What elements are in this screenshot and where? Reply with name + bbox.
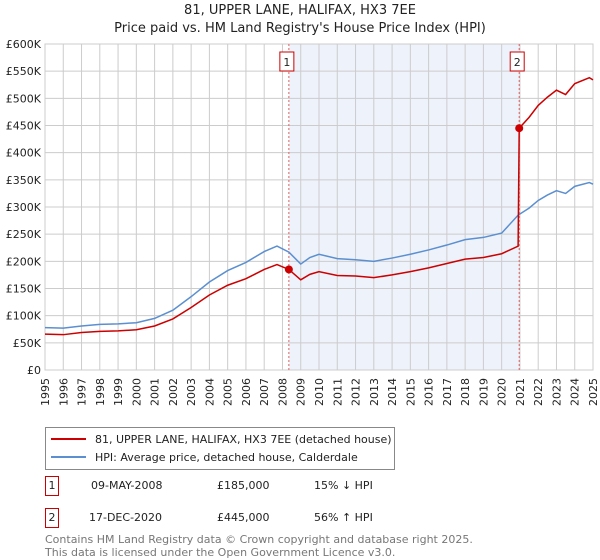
x-tick-label: 1997 xyxy=(76,378,89,406)
x-tick-label: 2020 xyxy=(496,378,509,406)
x-tick-label: 2024 xyxy=(569,378,582,406)
x-tick-label: 2006 xyxy=(240,378,253,406)
x-tick-label: 2017 xyxy=(441,378,454,406)
x-tick-label: 2000 xyxy=(130,378,143,406)
sale-price: £445,000 xyxy=(217,511,270,524)
x-tick-label: 1999 xyxy=(112,378,125,406)
sale-row-1: 1 09-MAY-2008 £185,000 15% ↓ HPI xyxy=(45,476,445,496)
plot-border xyxy=(44,43,594,371)
plot-area: 1995 1996 1997 1998 1999 2000 2001 2002 2003 2004… xyxy=(6,38,600,406)
y-tick-label: £300K xyxy=(6,201,42,214)
sale-date: 17-DEC-2020 xyxy=(89,511,163,524)
series-line-property xyxy=(44,76,594,336)
x-tick-label: 2003 xyxy=(185,378,198,406)
sale-badge: 1 xyxy=(45,476,59,496)
x-tick-label: 2001 xyxy=(149,378,162,406)
x-tick-label: 1996 xyxy=(57,378,70,406)
x-tick-label: 2005 xyxy=(222,378,235,406)
sale-point xyxy=(515,124,524,133)
y-tick-label: £450K xyxy=(6,120,42,133)
x-tick-label: 2018 xyxy=(459,378,472,406)
x-tick-label: 2022 xyxy=(532,378,545,406)
x-tick-label: 1998 xyxy=(94,378,107,406)
x-tick-label: 2016 xyxy=(423,378,436,406)
x-tick-label: 2010 xyxy=(313,378,326,406)
x-tick-label: 2002 xyxy=(167,378,180,406)
y-tick-label: £350K xyxy=(6,174,42,187)
x-tick-label: 2013 xyxy=(368,378,381,406)
legend-label: 81, UPPER LANE, HALIFAX, HX3 7EE (detach… xyxy=(95,432,392,446)
legend-item-property: 81, UPPER LANE, HALIFAX, HX3 7EE (detach… xyxy=(51,431,392,447)
legend: 81, UPPER LANE, HALIFAX, HX3 7EE (detach… xyxy=(45,427,395,470)
x-tick-label: 1995 xyxy=(39,378,52,406)
x-tick-label: 2011 xyxy=(331,378,344,406)
chart-title: 81, UPPER LANE, HALIFAX, HX3 7EE xyxy=(184,3,416,18)
y-tick-label: £150K xyxy=(6,283,42,296)
y-tick-label: £250K xyxy=(6,228,42,241)
legend-swatch-blue xyxy=(51,456,86,458)
legend-item-hpi: HPI: Average price, detached house, Cald… xyxy=(51,449,358,465)
y-tick-label: £100K xyxy=(6,310,42,323)
sale-point xyxy=(284,265,293,274)
y-tick-label: £550K xyxy=(6,65,42,78)
sale-hpi-diff: 15% ↓ HPI xyxy=(314,479,373,492)
x-tick-label: 2007 xyxy=(258,378,271,406)
x-tick-label: 2012 xyxy=(350,378,363,406)
footer-licence: This data is licensed under the Open Gov… xyxy=(45,546,396,559)
y-tick-label: £200K xyxy=(6,255,42,268)
sale-hpi-diff: 56% ↑ HPI xyxy=(314,511,373,524)
x-tick-label: 2008 xyxy=(276,378,289,406)
y-tick-label: £600K xyxy=(6,38,42,51)
y-tick-label: £0 xyxy=(27,364,41,377)
series-line-hpi xyxy=(44,181,594,329)
sale-row-2: 2 17-DEC-2020 £445,000 56% ↑ HPI xyxy=(45,508,445,528)
x-tick-label: 2014 xyxy=(386,378,399,406)
sale-date: 09-MAY-2008 xyxy=(91,479,163,492)
sale-price: £185,000 xyxy=(217,479,270,492)
footer-copyright: Contains HM Land Registry data © Crown c… xyxy=(45,533,473,546)
x-tick-label: 2015 xyxy=(404,378,417,406)
x-tick-label: 2009 xyxy=(295,378,308,406)
x-tick-label: 2021 xyxy=(514,378,527,406)
sale-marker-box xyxy=(509,51,525,72)
chart-subtitle: Price paid vs. HM Land Registry's House … xyxy=(114,21,486,36)
sale-marker-label: 2 xyxy=(514,56,521,69)
y-tick-label: £50K xyxy=(13,337,42,350)
sale-marker-label: 1 xyxy=(283,56,290,69)
legend-swatch-red xyxy=(51,438,86,440)
x-tick-label: 2025 xyxy=(587,378,600,406)
x-tick-label: 2004 xyxy=(203,378,216,406)
x-tick-label: 2019 xyxy=(477,378,490,406)
sale-marker-box xyxy=(279,51,295,72)
x-tick-label: 2023 xyxy=(550,378,563,406)
y-tick-label: £500K xyxy=(6,92,42,105)
y-tick-label: £400K xyxy=(6,147,42,160)
legend-label: HPI: Average price, detached house, Cald… xyxy=(95,450,358,464)
sale-badge: 2 xyxy=(45,508,59,528)
